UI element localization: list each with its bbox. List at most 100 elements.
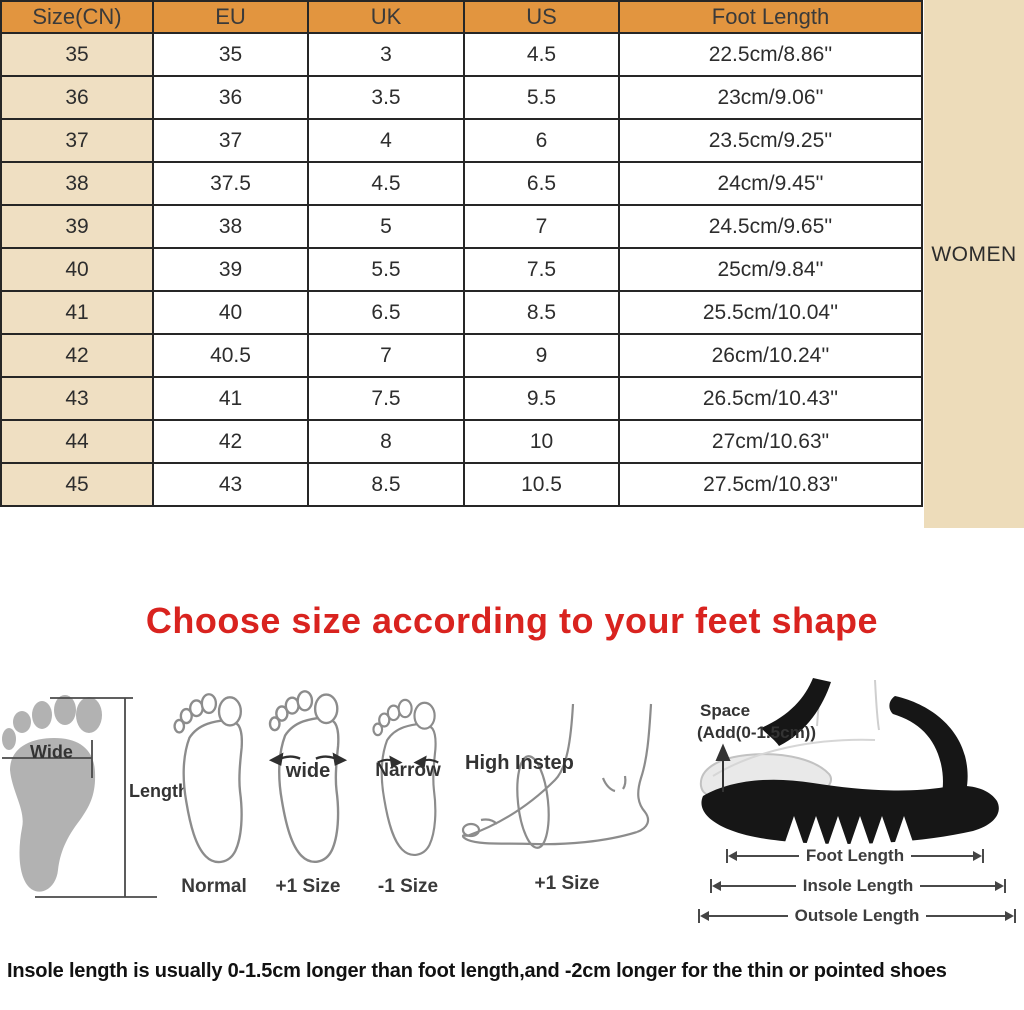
table-row: 45 43 8.5 10.5 27.5cm/10.83" <box>0 462 923 507</box>
table-cell: 27cm/10.63" <box>618 419 923 464</box>
table-cell: 23.5cm/9.25'' <box>618 118 923 163</box>
dimension-line <box>709 915 788 917</box>
shoe-diagram <box>699 678 999 848</box>
table-cell: 23cm/9.06'' <box>618 75 923 120</box>
size-chart-table: Size(CN) EU UK US Foot Length 35 35 3 4.5 22… <box>0 0 923 507</box>
table-cell: 35 <box>152 32 309 77</box>
table-cell: 40 <box>152 290 309 335</box>
table-cell: 37 <box>152 118 309 163</box>
dimension-tick <box>982 849 985 863</box>
table-cell: 9 <box>463 333 620 378</box>
table-cell: 44 <box>0 419 154 464</box>
table-cell: 37 <box>0 118 154 163</box>
dimension-line <box>926 915 1006 917</box>
table-row: 42 40.5 7 9 26cm/10.24'' <box>0 333 923 378</box>
narrow-foot-diagram <box>372 698 439 856</box>
arrow-left-icon <box>728 851 737 861</box>
dimension-line <box>721 885 796 887</box>
table-cell: 8 <box>307 419 465 464</box>
table-cell: 39 <box>0 204 154 249</box>
col-header-us: US <box>463 0 620 34</box>
col-header-size-cn: Size(CN) <box>0 0 154 34</box>
table-row: 43 41 7.5 9.5 26.5cm/10.43'' <box>0 376 923 421</box>
high-instep-label: High Instep <box>465 752 574 774</box>
table-cell: 25cm/9.84'' <box>618 247 923 292</box>
normal-foot-diagram <box>173 693 244 864</box>
space-arrow-icon <box>715 743 731 792</box>
wide-foot-label: wide <box>285 760 331 782</box>
high-instep-diagram <box>461 703 653 849</box>
table-cell: 41 <box>152 376 309 421</box>
dimension-line <box>920 885 995 887</box>
table-cell: 4.5 <box>463 32 620 77</box>
dimension-tick <box>710 879 712 893</box>
dimension-line <box>737 855 799 857</box>
table-cell: 39 <box>152 247 309 292</box>
table-cell: 43 <box>152 462 309 507</box>
table-cell: 5 <box>307 204 465 249</box>
table-cell: 6.5 <box>307 290 465 335</box>
wide-ruler-label: Wide <box>30 742 73 762</box>
page-title: Choose size according to your feet shape <box>145 600 879 641</box>
women-side-panel: WOMEN <box>924 0 1024 528</box>
table-cell: 7 <box>307 333 465 378</box>
table-cell: 42 <box>0 333 154 378</box>
table-cell: 7.5 <box>463 247 620 292</box>
table-cell: 6.5 <box>463 161 620 206</box>
table-row: 38 37.5 4.5 6.5 24cm/9.45'' <box>0 161 923 206</box>
col-header-eu: EU <box>152 0 309 34</box>
table-row: 36 36 3.5 5.5 23cm/9.06'' <box>0 75 923 120</box>
dimension-tick <box>1014 909 1017 923</box>
foot-length-label: Foot Length <box>805 846 905 865</box>
table-cell: 27.5cm/10.83" <box>618 462 923 507</box>
table-cell: 5.5 <box>463 75 620 120</box>
table-cell: 43 <box>0 376 154 421</box>
table-cell: 40 <box>0 247 154 292</box>
normal-foot-caption: Normal <box>181 876 247 897</box>
wide-foot-diagram <box>268 690 348 863</box>
table-cell: 24.5cm/9.65'' <box>618 204 923 249</box>
dimension-tick <box>698 909 700 923</box>
table-row: 39 38 5 7 24.5cm/9.65'' <box>0 204 923 249</box>
outsole-length-dimension: Outsole Length <box>698 906 1017 926</box>
inward-arrows-icon <box>377 755 439 768</box>
outsole-length-label: Outsole Length <box>794 906 920 925</box>
table-cell: 42 <box>152 419 309 464</box>
table-cell: 24cm/9.45'' <box>618 161 923 206</box>
table-row: 40 39 5.5 7.5 25cm/9.84'' <box>0 247 923 292</box>
table-cell: 7.5 <box>307 376 465 421</box>
insole-length-dimension: Insole Length <box>710 876 1006 896</box>
table-cell: 4.5 <box>307 161 465 206</box>
space-label: Space <box>700 701 751 720</box>
arrow-left-icon <box>700 911 709 921</box>
table-cell: 4 <box>307 118 465 163</box>
dimension-tick <box>1004 879 1006 893</box>
wide-foot-caption: +1 Size <box>275 876 341 897</box>
narrow-foot-caption: -1 Size <box>377 876 439 897</box>
women-label: WOMEN <box>931 243 1017 266</box>
narrow-foot-label: Narrow <box>375 760 441 781</box>
dimension-line <box>911 855 974 857</box>
col-header-uk: UK <box>307 0 465 34</box>
table-cell: 8.5 <box>463 290 620 335</box>
table-cell: 35 <box>0 32 154 77</box>
table-row: 41 40 6.5 8.5 25.5cm/10.04'' <box>0 290 923 335</box>
table-cell: 25.5cm/10.04'' <box>618 290 923 335</box>
table-cell: 6 <box>463 118 620 163</box>
table-row: 44 42 8 10 27cm/10.63" <box>0 419 923 464</box>
table-cell: 45 <box>0 462 154 507</box>
table-cell: 5.5 <box>307 247 465 292</box>
table-cell: 7 <box>463 204 620 249</box>
arrow-right-icon <box>973 851 983 861</box>
table-cell: 22.5cm/8.86'' <box>618 32 923 77</box>
table-row: 37 37 4 6 23.5cm/9.25'' <box>0 118 923 163</box>
space-note: (Add(0-1.5cm)) <box>697 723 817 742</box>
length-ruler-label: Length <box>129 781 189 801</box>
table-cell: 36 <box>0 75 154 120</box>
table-cell: 9.5 <box>463 376 620 421</box>
table-cell: 40.5 <box>152 333 309 378</box>
table-cell: 3.5 <box>307 75 465 120</box>
table-cell: 10 <box>463 419 620 464</box>
foot-length-dimension: Foot Length <box>726 846 985 866</box>
table-cell: 37.5 <box>152 161 309 206</box>
